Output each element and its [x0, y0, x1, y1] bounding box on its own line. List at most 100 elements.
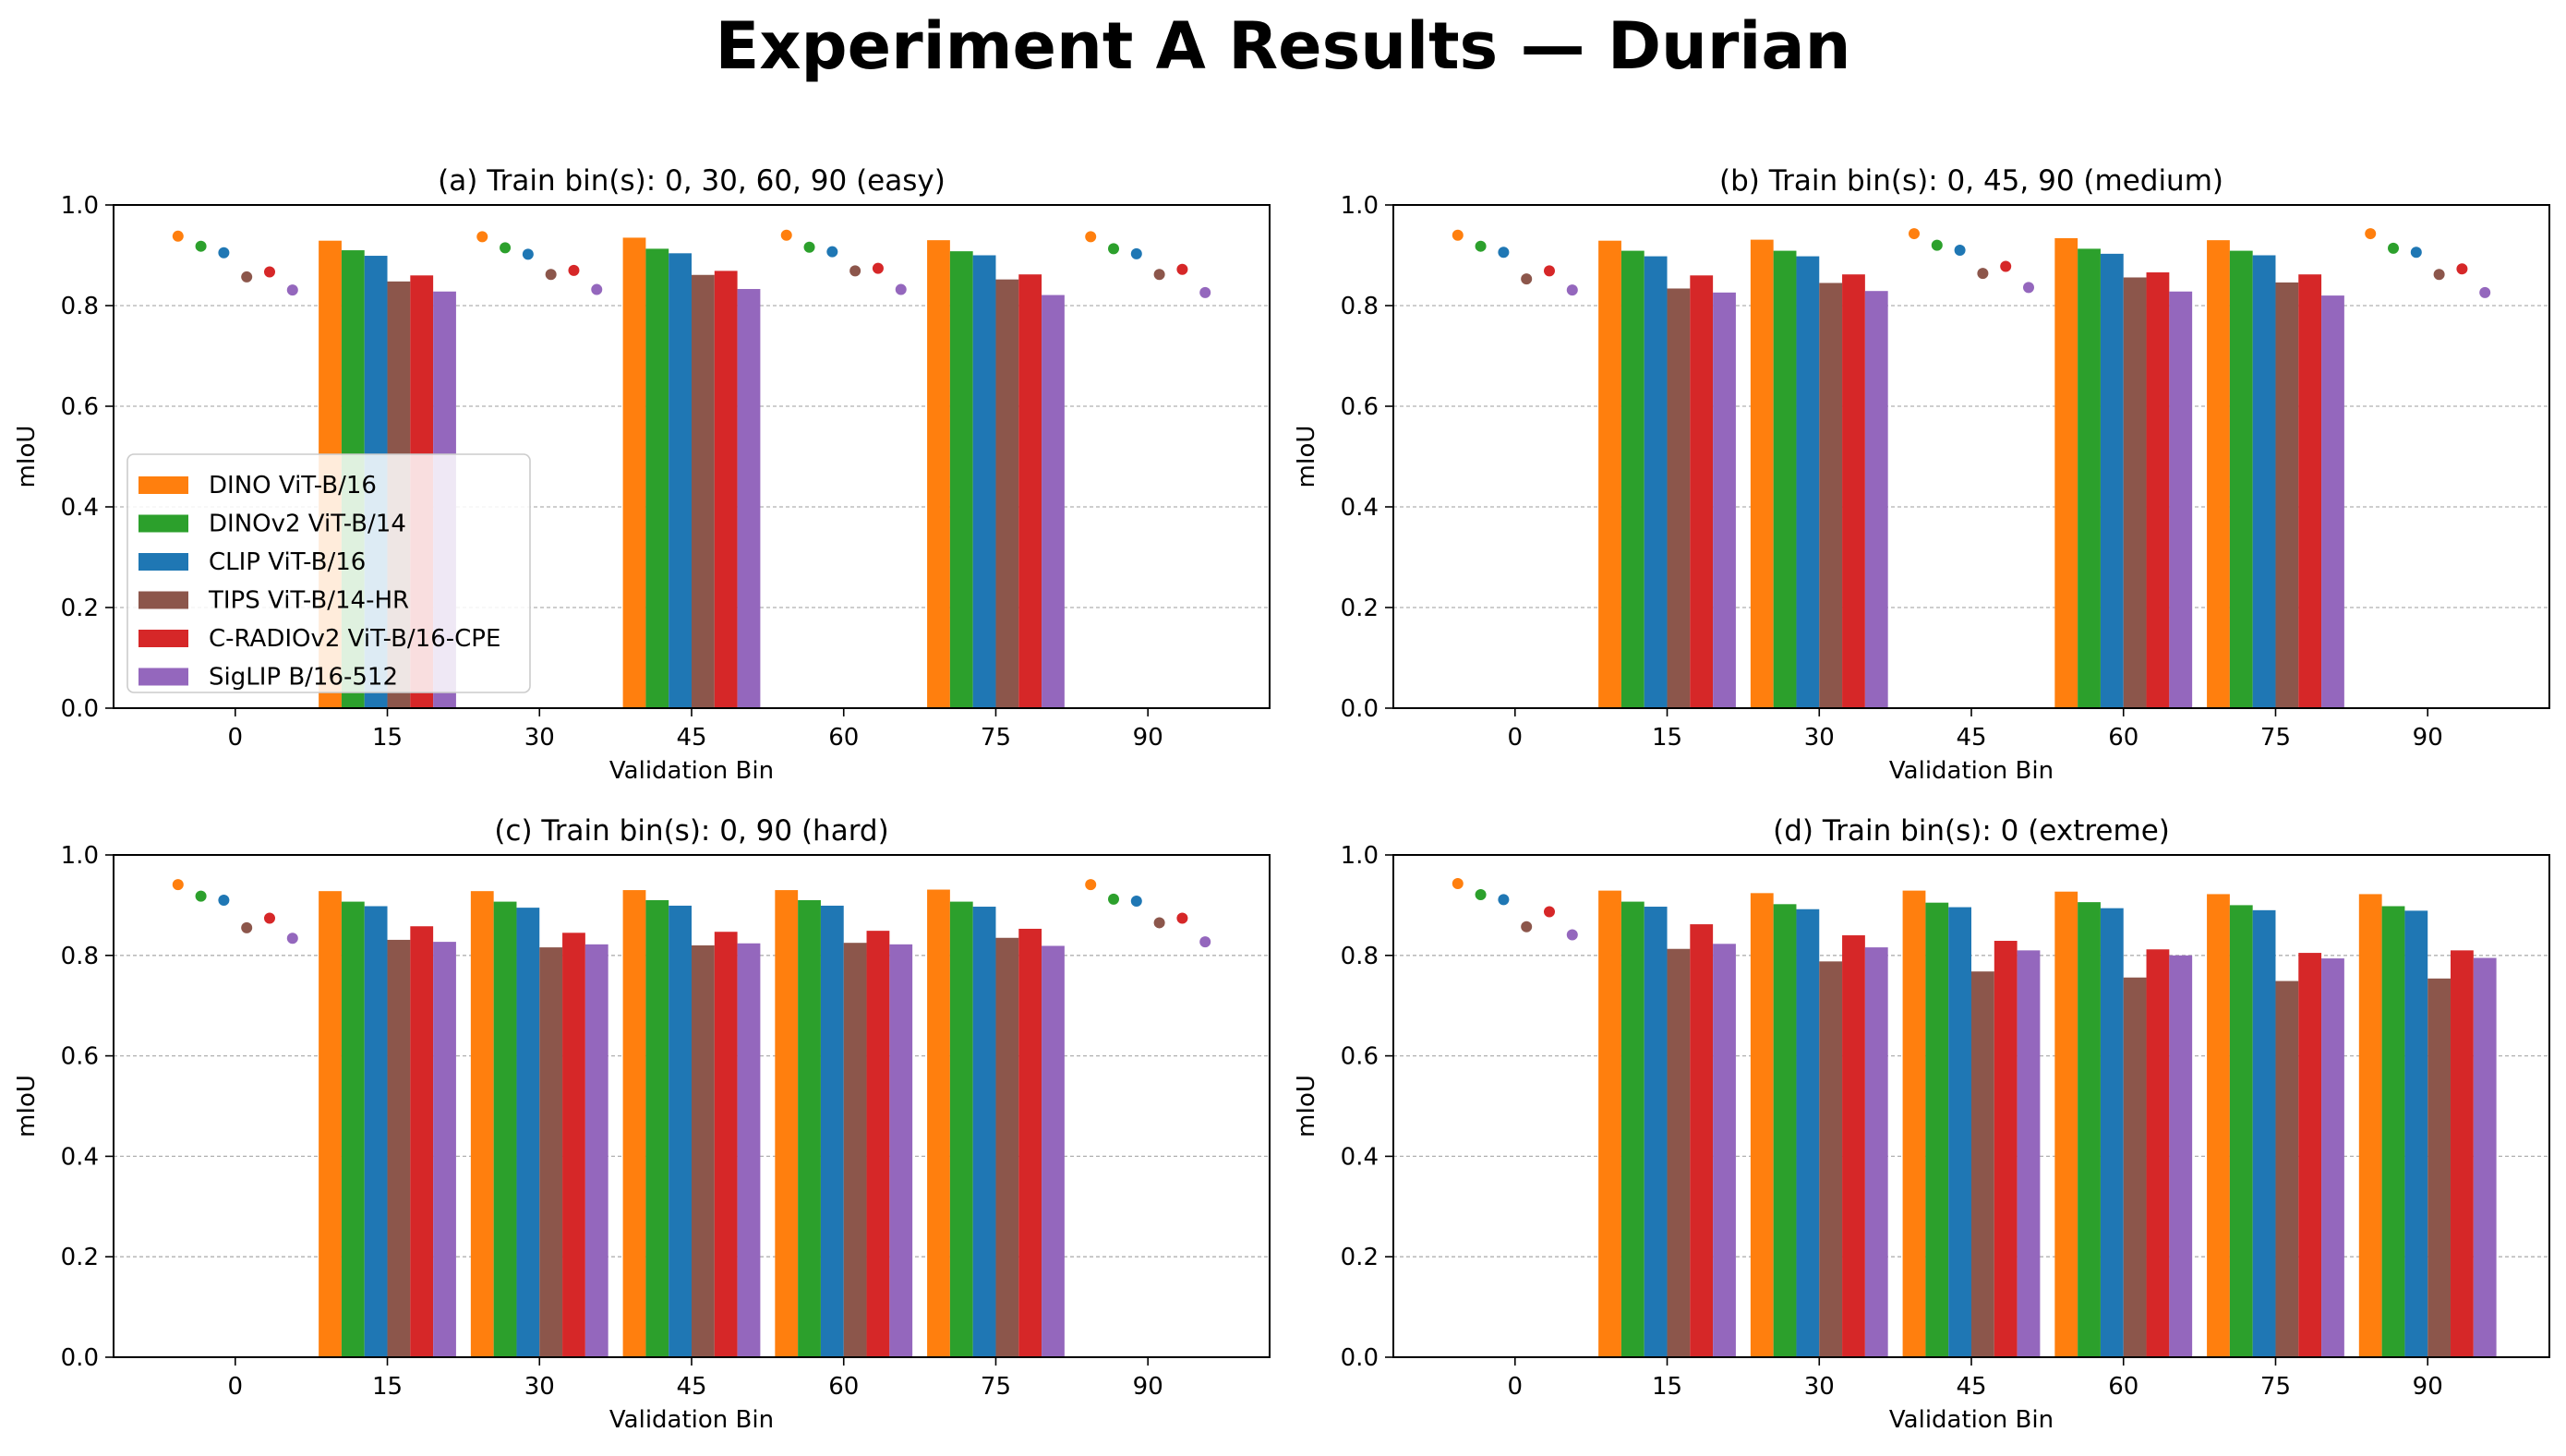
data-point — [172, 230, 184, 242]
x-tick-label: 90 — [1133, 724, 1163, 752]
data-point — [1153, 269, 1165, 281]
data-point — [1199, 936, 1211, 948]
x-axis-label: Validation Bin — [609, 1406, 774, 1434]
x-tick-label: 75 — [2260, 724, 2291, 752]
bar — [341, 901, 365, 1357]
bar — [1842, 274, 1865, 708]
bar — [2207, 894, 2230, 1357]
data-point — [895, 283, 907, 295]
data-point — [1130, 247, 1142, 259]
bar — [1842, 935, 1865, 1357]
x-tick-label: 15 — [1652, 724, 1682, 752]
axes-frame — [1392, 854, 2550, 1358]
legend-swatch — [139, 591, 188, 609]
y-tick-label: 1.0 — [61, 842, 99, 870]
legend-label: DINO ViT-B/16 — [209, 472, 377, 499]
data-point — [195, 890, 207, 902]
data-point — [263, 912, 275, 924]
y-tick-label: 0.4 — [61, 1143, 99, 1171]
y-tick-label: 0.8 — [61, 293, 99, 320]
bar — [737, 943, 761, 1357]
x-tick-label: 30 — [1804, 1373, 1835, 1401]
legend-frame — [126, 453, 531, 693]
bar — [2123, 277, 2147, 708]
x-tick-label: 0 — [228, 724, 244, 752]
data-point — [1475, 240, 1487, 252]
bar — [1690, 275, 1714, 708]
bar — [1864, 947, 1888, 1357]
bar — [1644, 256, 1668, 708]
y-tick-label: 0.2 — [61, 1244, 99, 1271]
bar — [1018, 928, 1042, 1357]
bar — [2427, 978, 2452, 1357]
bar — [927, 240, 950, 708]
data-point — [263, 266, 275, 278]
data-point — [872, 262, 884, 274]
data-point — [1521, 273, 1533, 285]
bar — [410, 926, 434, 1357]
data-point — [522, 248, 534, 260]
x-tick-label: 30 — [524, 1373, 555, 1401]
x-tick-label: 90 — [1133, 1373, 1163, 1401]
x-tick-label: 0 — [1508, 724, 1524, 752]
y-tick-label: 0.6 — [1341, 393, 1379, 421]
bar — [2146, 272, 2170, 708]
legend-label: CLIP ViT-B/16 — [209, 548, 366, 576]
x-tick-label: 45 — [676, 724, 706, 752]
data-point — [241, 921, 253, 933]
bar — [2404, 910, 2428, 1357]
legend-swatch — [139, 514, 188, 533]
bar — [889, 944, 913, 1357]
data-point — [1954, 245, 1966, 257]
data-point — [2388, 242, 2400, 254]
data-point — [1176, 912, 1188, 924]
bar — [2321, 958, 2344, 1357]
x-tick-label: 60 — [828, 1373, 859, 1401]
bar — [2169, 291, 2193, 708]
y-tick-label: 0.8 — [1341, 293, 1379, 320]
bar — [470, 891, 494, 1357]
data-point — [1085, 231, 1097, 243]
x-tick-label: 60 — [2108, 1373, 2138, 1401]
y-tick-label: 0.0 — [61, 1344, 99, 1372]
data-point — [1452, 229, 1464, 241]
chart-panel-d: 0.0 0.2 0.4 0.6 0.8 1.0 0 15 30 45 60 75 90 (d) Train… — [1293, 814, 2550, 1434]
bar — [1773, 250, 1797, 708]
bar — [2146, 949, 2170, 1357]
data-point — [286, 284, 298, 296]
data-point — [1108, 243, 1120, 255]
data-point — [1543, 906, 1555, 918]
x-tick-label: 15 — [372, 1373, 403, 1401]
y-tick-label: 0.6 — [1341, 1043, 1379, 1071]
y-axis-label: mIoU — [13, 1075, 41, 1137]
x-tick-label: 75 — [981, 724, 1011, 752]
y-tick-label: 0.4 — [1341, 1143, 1379, 1171]
data-point — [1199, 286, 1211, 298]
legend-swatch — [139, 553, 188, 571]
data-point — [1498, 894, 1510, 906]
bar — [1018, 274, 1042, 708]
axes-frame — [1392, 204, 2550, 709]
bar — [692, 945, 715, 1357]
bar — [737, 289, 761, 708]
data-point — [286, 933, 298, 945]
data-point — [1475, 888, 1487, 900]
data-point — [1977, 268, 1989, 280]
bar — [1042, 945, 1065, 1357]
y-tick-label: 0.6 — [61, 393, 99, 421]
y-tick-label: 0.0 — [61, 695, 99, 723]
bar — [1925, 902, 1949, 1357]
data-point — [2365, 228, 2377, 240]
legend-label: SigLIP B/16-512 — [209, 664, 398, 692]
data-point — [2479, 286, 2491, 298]
data-point — [1176, 263, 1188, 275]
bar — [1819, 961, 1843, 1357]
y-tick-label: 0.0 — [1341, 695, 1379, 723]
x-tick-label: 15 — [1652, 1373, 1682, 1401]
bar — [843, 943, 867, 1357]
bar — [2298, 953, 2322, 1357]
y-tick-label: 0.6 — [61, 1043, 99, 1071]
x-axis-label: Validation Bin — [1889, 1406, 2054, 1434]
data-point — [1498, 247, 1510, 259]
